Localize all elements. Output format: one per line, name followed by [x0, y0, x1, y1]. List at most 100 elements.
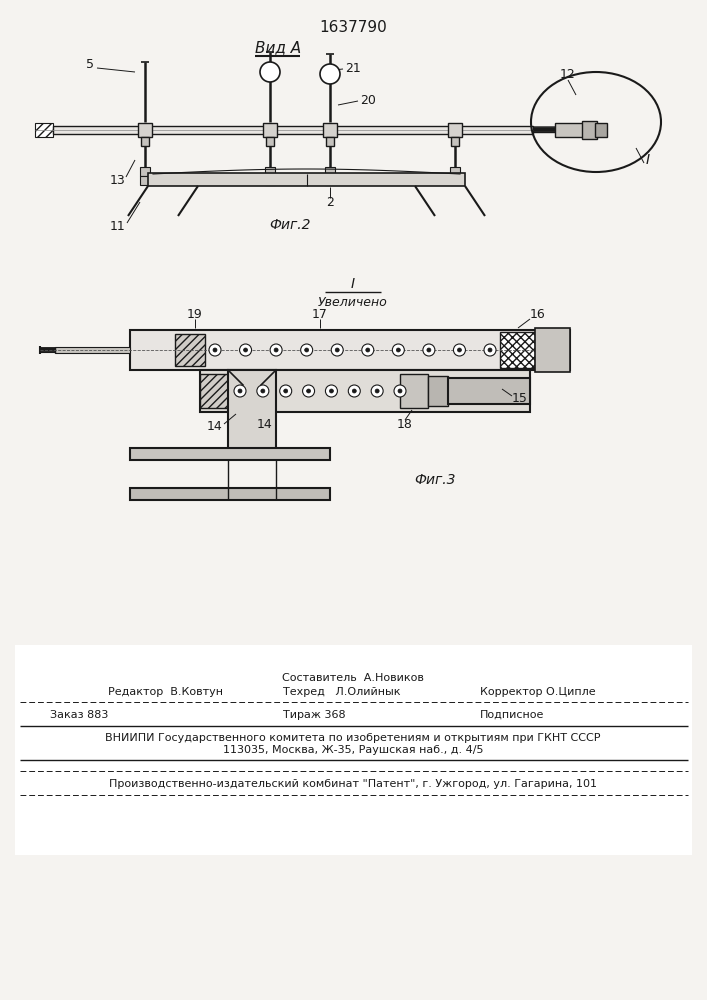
Text: 14: 14 [257, 418, 273, 430]
Bar [400, 374, 428, 408]
Bar [130, 488, 330, 500]
Bar [555, 123, 585, 137]
Circle shape [320, 64, 340, 84]
Text: 1637790: 1637790 [319, 20, 387, 35]
Text: Составитель  А.Новиков: Составитель А.Новиков [282, 673, 424, 683]
Bar [428, 376, 448, 406]
Circle shape [392, 344, 404, 356]
Bar [228, 370, 276, 455]
Text: 14: 14 [206, 420, 222, 434]
Bar [15, 645, 692, 855]
Bar [141, 137, 149, 146]
Circle shape [261, 389, 265, 393]
Text: 15: 15 [512, 392, 528, 406]
Text: I: I [646, 153, 650, 167]
Bar [451, 137, 459, 146]
Bar [140, 167, 150, 176]
Text: 2: 2 [326, 196, 334, 209]
Circle shape [209, 344, 221, 356]
Bar [326, 137, 334, 146]
Text: 18: 18 [397, 418, 413, 430]
Bar [325, 167, 335, 176]
Bar [175, 334, 205, 366]
Circle shape [284, 389, 288, 393]
Circle shape [484, 344, 496, 356]
Text: Фиг.2: Фиг.2 [269, 218, 311, 232]
Circle shape [325, 385, 337, 397]
Circle shape [453, 344, 465, 356]
Text: Подписное: Подписное [480, 710, 544, 720]
Bar [595, 123, 607, 137]
Bar [53, 126, 533, 134]
Bar [200, 374, 228, 408]
Circle shape [257, 385, 269, 397]
Bar [325, 176, 335, 185]
Text: Производственно-издательский комбинат "Патент", г. Ужгород, ул. Гагарина, 101: Производственно-издательский комбинат "П… [109, 779, 597, 789]
Text: Увеличено: Увеличено [318, 296, 388, 308]
Circle shape [375, 389, 379, 393]
Circle shape [243, 348, 247, 352]
Bar [266, 137, 274, 146]
Circle shape [371, 385, 383, 397]
Bar [500, 332, 535, 368]
Bar [582, 121, 597, 139]
Circle shape [457, 348, 462, 352]
Bar [535, 328, 570, 372]
Text: Тираж 368: Тираж 368 [283, 710, 346, 720]
Bar [140, 176, 150, 185]
Circle shape [398, 389, 402, 393]
Text: 19: 19 [187, 308, 203, 322]
Bar [130, 448, 330, 460]
Circle shape [303, 385, 315, 397]
Bar [265, 176, 275, 185]
Circle shape [329, 389, 334, 393]
Text: 11: 11 [110, 220, 126, 232]
Circle shape [362, 344, 374, 356]
Circle shape [352, 389, 356, 393]
Circle shape [307, 389, 310, 393]
Text: Фиг.3: Фиг.3 [414, 473, 456, 487]
Circle shape [366, 348, 370, 352]
Text: 16: 16 [530, 308, 546, 322]
Circle shape [280, 385, 292, 397]
Circle shape [397, 348, 400, 352]
Bar [450, 167, 460, 176]
Bar [448, 378, 530, 404]
Bar [35, 123, 53, 137]
Bar [265, 167, 275, 176]
Text: 20: 20 [360, 94, 376, 106]
Bar [263, 123, 277, 137]
Text: Редактор  В.Ковтун: Редактор В.Ковтун [108, 687, 223, 697]
Text: 21: 21 [345, 62, 361, 75]
Circle shape [488, 348, 492, 352]
Bar [148, 173, 465, 186]
Text: Вид А: Вид А [255, 40, 301, 55]
Circle shape [335, 348, 339, 352]
Text: 13: 13 [110, 174, 126, 186]
Bar [130, 330, 570, 370]
Text: Заказ 883: Заказ 883 [50, 710, 108, 720]
Text: ВНИИПИ Государственного комитета по изобретениям и открытиям при ГКНТ СССР: ВНИИПИ Государственного комитета по изоб… [105, 733, 601, 743]
Bar [448, 123, 462, 137]
Text: 12: 12 [560, 68, 576, 82]
Bar [138, 123, 152, 137]
Text: Техред   Л.Олийнык: Техред Л.Олийнык [283, 687, 400, 697]
Text: 17: 17 [312, 308, 328, 322]
Circle shape [427, 348, 431, 352]
Circle shape [305, 348, 309, 352]
Text: I: I [351, 277, 355, 291]
Circle shape [270, 344, 282, 356]
Circle shape [394, 385, 406, 397]
Text: 5: 5 [86, 58, 94, 72]
Text: Корректор О.Ципле: Корректор О.Ципле [480, 687, 595, 697]
Circle shape [300, 344, 312, 356]
Bar [450, 176, 460, 185]
Text: 113035, Москва, Ж-35, Раушская наб., д. 4/5: 113035, Москва, Ж-35, Раушская наб., д. … [223, 745, 484, 755]
Circle shape [234, 385, 246, 397]
Circle shape [423, 344, 435, 356]
Circle shape [240, 344, 252, 356]
Bar [55, 347, 130, 353]
Circle shape [331, 344, 343, 356]
Bar [323, 123, 337, 137]
Circle shape [238, 389, 242, 393]
